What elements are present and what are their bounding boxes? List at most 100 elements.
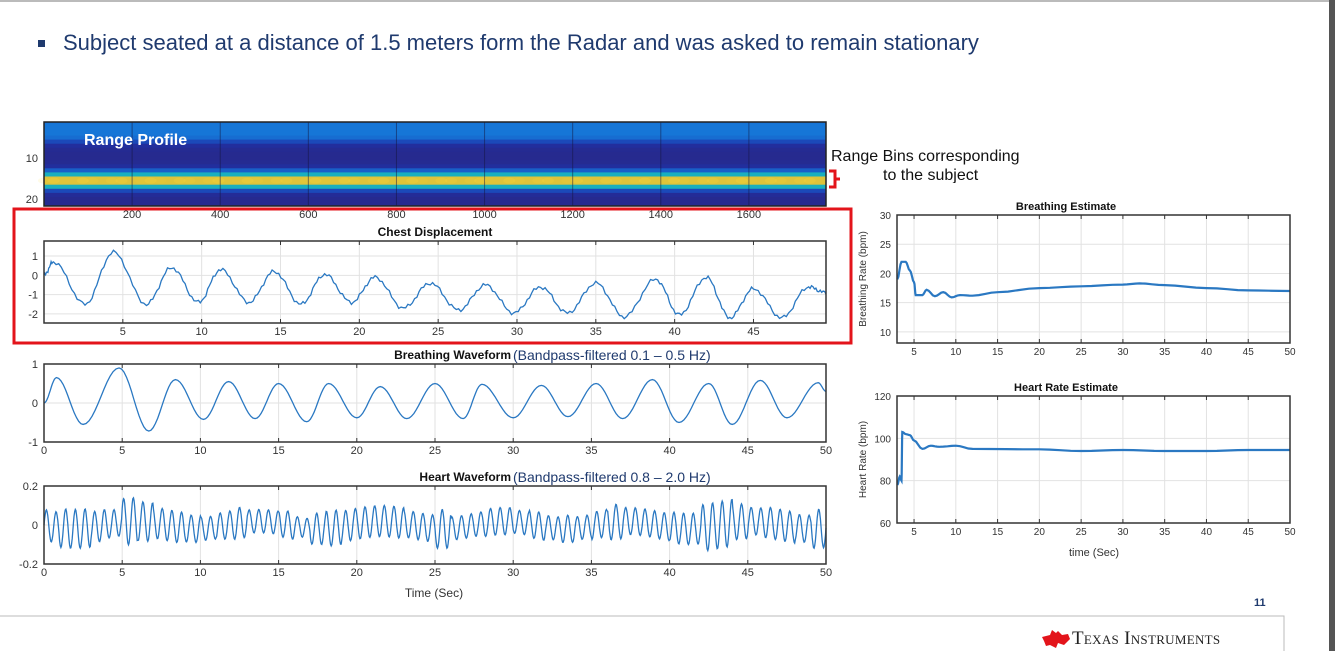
heatmap-blob bbox=[309, 177, 322, 184]
x-tick-label: 600 bbox=[299, 209, 317, 221]
x-tick-label: 50 bbox=[820, 567, 832, 579]
x-tick-label: 5 bbox=[119, 567, 125, 579]
y-tick-label: 1 bbox=[32, 251, 38, 263]
x-tick-label: 1600 bbox=[737, 209, 761, 221]
x-tick-label: 35 bbox=[590, 326, 602, 338]
heatmap-row bbox=[44, 151, 826, 157]
heatmap-blob bbox=[280, 177, 293, 184]
heatmap-blob bbox=[222, 177, 235, 184]
heatmap-blob bbox=[677, 177, 690, 184]
bullet-icon bbox=[38, 39, 45, 47]
x-tick-label: 20 bbox=[353, 326, 365, 338]
range-profile-title: Range Profile bbox=[84, 132, 187, 149]
heatmap-blob bbox=[542, 177, 555, 184]
x-tick-label: 15 bbox=[272, 567, 284, 579]
slide-headline: Subject seated at a distance of 1.5 mete… bbox=[38, 30, 979, 56]
y-tick-label: -0.2 bbox=[19, 559, 38, 571]
heatmap-blob bbox=[338, 177, 351, 184]
heatmap-blob bbox=[532, 177, 545, 184]
x-tick-label: 50 bbox=[820, 445, 832, 457]
heatmap-blob bbox=[231, 177, 244, 184]
y-tick-label: 120 bbox=[874, 392, 891, 403]
x-tick-label: 50 bbox=[1284, 527, 1296, 538]
x-tick-label: 10 bbox=[194, 445, 206, 457]
x-tick-label: 15 bbox=[272, 445, 284, 457]
y-tick-label: 0 bbox=[32, 520, 38, 532]
heatmap-blob bbox=[202, 177, 215, 184]
y-tick-label: 0.2 bbox=[23, 481, 38, 493]
y-tick-label: 20 bbox=[26, 194, 38, 206]
breath-series-line bbox=[43, 367, 827, 432]
x-tick-label: 400 bbox=[211, 209, 229, 221]
x-tick-label: 40 bbox=[1201, 527, 1213, 538]
heatmap-row bbox=[44, 143, 826, 149]
x-tick-label: 25 bbox=[432, 326, 444, 338]
heatmap-row bbox=[44, 172, 826, 177]
heatmap-blob bbox=[483, 177, 496, 184]
chest-title: Chest Displacement bbox=[378, 225, 493, 239]
headline-text: Subject seated at a distance of 1.5 mete… bbox=[63, 30, 979, 55]
heatmap-blob bbox=[648, 177, 661, 184]
heatmap-blob bbox=[735, 177, 748, 184]
x-tick-label: 25 bbox=[1076, 347, 1088, 358]
heatmap-blob bbox=[629, 177, 642, 184]
highlight-box bbox=[12, 207, 853, 345]
heatmap-row bbox=[44, 180, 826, 186]
x-tick-label: 15 bbox=[274, 326, 286, 338]
annotation-line-1: Range Bins corresponding bbox=[831, 148, 1020, 165]
x-tick-label: 20 bbox=[1034, 347, 1046, 358]
heatmap-blob bbox=[561, 177, 574, 184]
heatmap-blob bbox=[406, 177, 419, 184]
heatmap-blob bbox=[396, 177, 409, 184]
heatmap-row bbox=[44, 160, 826, 165]
plot-frame bbox=[896, 395, 1291, 524]
heatmap-blob bbox=[464, 177, 477, 184]
x-tick-label: 35 bbox=[585, 445, 597, 457]
x-axis-label: time (Sec) bbox=[1069, 547, 1119, 559]
y-tick-label: 20 bbox=[880, 269, 892, 280]
heatmap-row bbox=[44, 176, 826, 182]
x-tick-label: 1000 bbox=[472, 209, 496, 221]
ti-logo-text: Texas Instruments bbox=[1072, 628, 1221, 649]
range-chart: Range Profile 200 400 600 800 1000 1200 1400 160… bbox=[26, 121, 827, 221]
y-axis-label: Breathing Rate (bpm) bbox=[858, 231, 869, 327]
ti-logo: Texas Instruments bbox=[1040, 628, 1220, 650]
y-tick-label: 30 bbox=[880, 211, 892, 222]
heatmap-blob bbox=[445, 177, 458, 184]
heatmap-row bbox=[44, 147, 826, 153]
y-tick-label: 10 bbox=[880, 328, 892, 339]
heatmap-row bbox=[44, 135, 826, 141]
heatmap-blob bbox=[503, 177, 516, 184]
y-tick-label: -2 bbox=[28, 309, 38, 321]
x-tick-label: 30 bbox=[511, 326, 523, 338]
breath-title: Breathing Waveform bbox=[394, 348, 511, 362]
x-tick-label: 25 bbox=[429, 445, 441, 457]
heatmap-blob bbox=[183, 177, 196, 184]
x-tick-label: 30 bbox=[507, 445, 519, 457]
page-number: 11 bbox=[1254, 597, 1266, 609]
heatmap-blob bbox=[706, 177, 719, 184]
x-tick-label: 25 bbox=[1076, 527, 1088, 538]
ti-logo-icon bbox=[1042, 630, 1070, 648]
heatmap-blob bbox=[105, 177, 118, 184]
footer-line bbox=[0, 615, 1285, 651]
y-tick-label: 15 bbox=[880, 299, 892, 310]
x-tick-label: 50 bbox=[1284, 347, 1296, 358]
breath-chart: Breathing Waveform (Bandpass-filtered 0.1… bbox=[28, 347, 832, 457]
heatmap-row bbox=[44, 127, 826, 132]
brest-title: Breathing Estimate bbox=[1016, 201, 1116, 213]
x-tick-label: 0 bbox=[41, 445, 47, 457]
range-bin-bracket bbox=[829, 169, 840, 189]
x-tick-label: 30 bbox=[1117, 527, 1129, 538]
x-tick-label: 5 bbox=[911, 527, 917, 538]
heart-series-line bbox=[43, 496, 827, 553]
plot-frame bbox=[43, 121, 827, 207]
heatmap-blob bbox=[726, 177, 739, 184]
heatmap-blob bbox=[348, 177, 361, 184]
heatmap-row bbox=[44, 188, 826, 194]
heatmap-blob bbox=[580, 177, 593, 184]
breath-subtitle: (Bandpass-filtered 0.1 – 0.5 Hz) bbox=[513, 347, 711, 363]
y-tick-label: 10 bbox=[26, 153, 38, 165]
